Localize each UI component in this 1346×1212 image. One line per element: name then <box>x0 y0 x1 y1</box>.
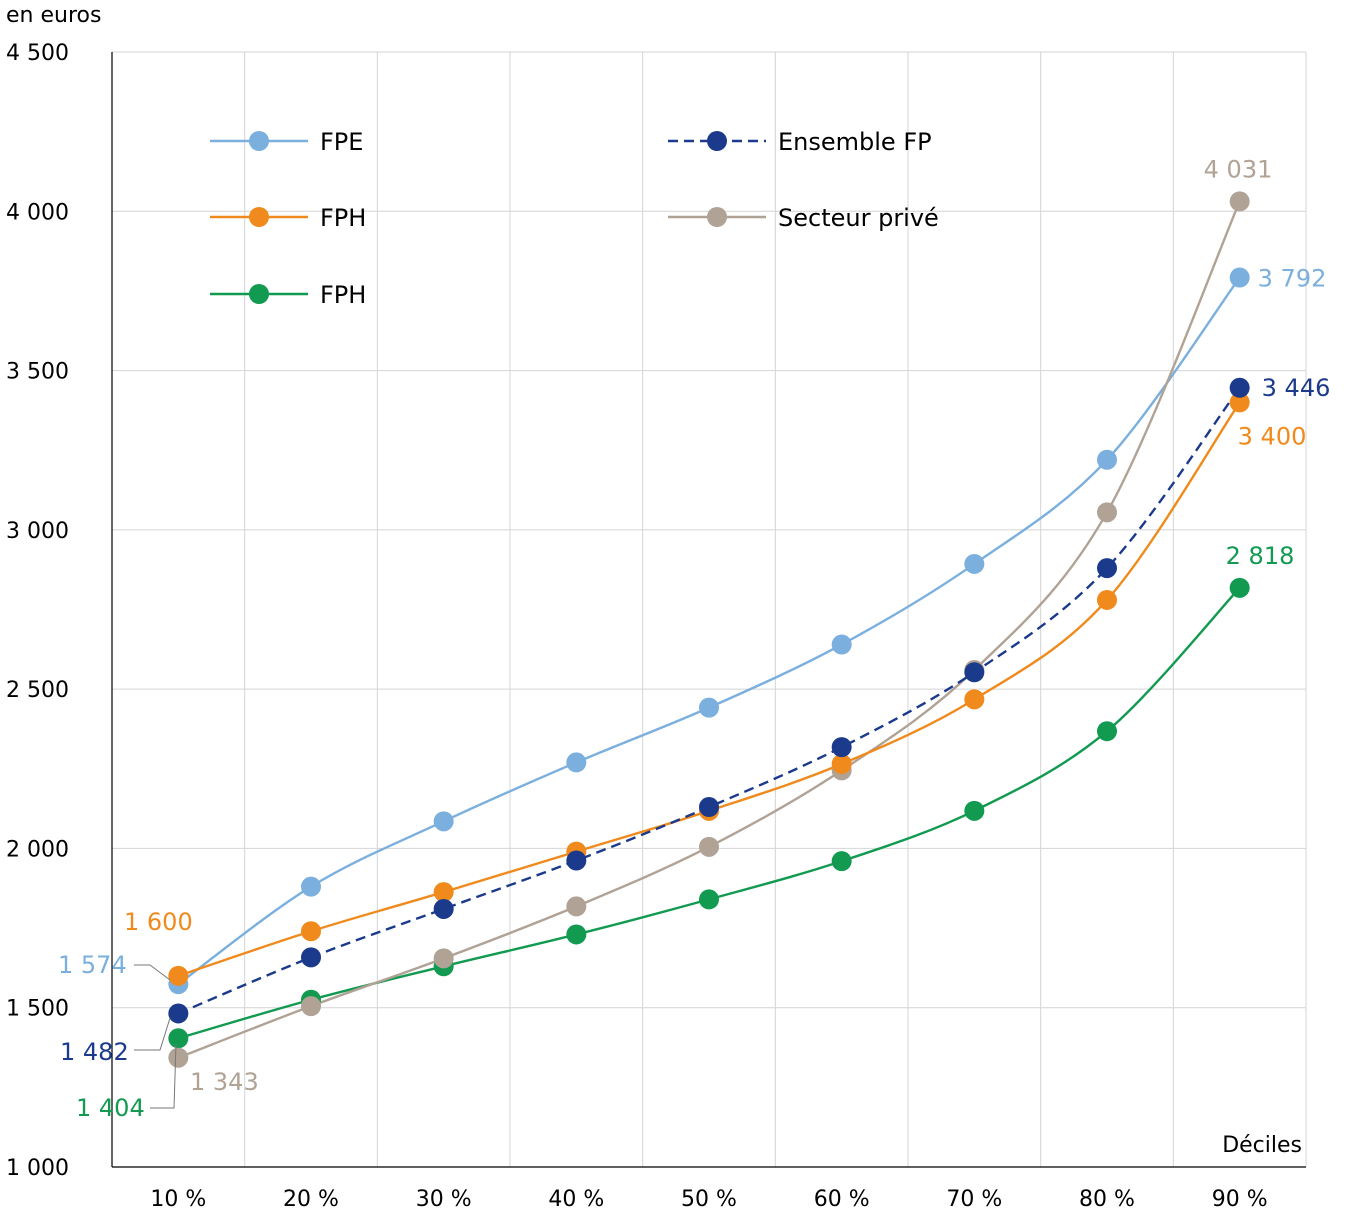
data-label: 4 031 <box>1204 155 1273 183</box>
data-point <box>566 752 587 773</box>
data-point <box>1229 267 1250 288</box>
data-point <box>1097 502 1117 523</box>
y-tick-label: 2 000 <box>6 837 69 862</box>
data-point <box>433 811 454 832</box>
data-point <box>831 634 852 655</box>
y-axis-label: en euros <box>6 3 101 28</box>
axes <box>111 52 1306 1168</box>
data-point <box>301 947 321 968</box>
leader-line <box>150 1043 177 1109</box>
data-point <box>168 1003 189 1024</box>
legend-item: Ensemble FP <box>668 128 932 156</box>
x-tick-label: 50 % <box>681 1187 737 1212</box>
data-label: 3 400 <box>1238 422 1307 450</box>
data-point <box>964 800 985 821</box>
series-line <box>177 401 1241 977</box>
data-point <box>831 754 852 775</box>
y-tick-label: 2 500 <box>6 678 69 703</box>
legend-item: FPE <box>210 128 363 156</box>
y-tick-label: 1 500 <box>6 997 69 1022</box>
data-label: 1 574 <box>58 951 127 979</box>
legend-marker <box>249 131 269 151</box>
x-tick-label: 10 % <box>150 1187 206 1212</box>
data-label: 1 482 <box>60 1038 129 1066</box>
series-line <box>177 276 1241 986</box>
data-point <box>1097 721 1117 742</box>
data-label: 1 600 <box>124 908 193 936</box>
x-tick-label: 60 % <box>814 1187 870 1212</box>
x-tick-label: 70 % <box>946 1187 1002 1212</box>
data-point <box>964 689 985 710</box>
legend-item: FPH <box>210 204 366 232</box>
data-point <box>168 1028 189 1049</box>
data-label: 3 792 <box>1258 265 1327 293</box>
data-point <box>566 850 587 871</box>
y-tick-label: 3 500 <box>6 360 69 385</box>
data-point <box>964 662 985 683</box>
data-point <box>1097 589 1117 610</box>
legend-marker <box>707 207 727 227</box>
series-lines <box>177 200 1241 1059</box>
leader-line <box>134 964 171 981</box>
legend-marker <box>249 207 269 227</box>
data-label: 3 446 <box>1262 374 1331 402</box>
data-point <box>433 948 454 969</box>
legend-item: Secteur privé <box>668 204 939 232</box>
y-tick-label: 4 500 <box>6 41 69 66</box>
data-point <box>433 898 454 919</box>
data-point <box>1097 449 1117 470</box>
legend-label: FPH <box>320 281 366 309</box>
x-tick-label: 90 % <box>1212 1187 1268 1212</box>
data-point <box>699 797 719 818</box>
x-tick-label: 40 % <box>548 1187 604 1212</box>
data-label: 1 343 <box>190 1068 259 1096</box>
data-point <box>1229 377 1250 398</box>
data-point <box>1229 577 1250 598</box>
legend: FPE FPH FPH Ensemble FP Secteur privé <box>210 128 939 309</box>
legend-marker <box>249 284 269 304</box>
data-point <box>301 921 321 942</box>
data-point <box>699 836 719 857</box>
data-point <box>168 1047 189 1068</box>
data-point <box>566 896 587 917</box>
data-point <box>1097 558 1117 579</box>
legend-label: FPH <box>320 204 366 232</box>
legend-marker <box>707 131 727 151</box>
data-point <box>964 553 985 574</box>
leader-line <box>134 1017 171 1051</box>
y-tick-label: 1 000 <box>6 1156 69 1181</box>
data-point <box>1229 191 1250 212</box>
data-point <box>1229 392 1250 413</box>
series-line <box>177 387 1241 1015</box>
legend-label: Ensemble FP <box>778 128 932 156</box>
data-point <box>566 924 587 945</box>
data-point <box>301 996 321 1017</box>
x-tick-label: 20 % <box>283 1187 339 1212</box>
data-point <box>433 882 454 903</box>
y-tick-label: 3 000 <box>6 519 69 544</box>
x-tick-label: 30 % <box>416 1187 472 1212</box>
tick-labels: 1 000 1 500 2 000 2 500 3 000 3 500 4 000 4 500… <box>6 41 1268 1212</box>
data-point <box>699 889 719 910</box>
x-tick-label: 80 % <box>1079 1187 1135 1212</box>
data-point <box>301 876 321 897</box>
data-labels: 3 792 3 446 3 400 2 818 4 031 1 600 1 574 1 482… <box>58 155 1330 1122</box>
data-point <box>831 737 852 758</box>
legend-label: Secteur privé <box>778 204 939 232</box>
data-point <box>831 851 852 872</box>
data-point <box>699 697 719 718</box>
data-point <box>168 965 189 986</box>
series-line <box>177 587 1241 1040</box>
data-label: 1 404 <box>76 1094 145 1122</box>
data-label: 2 818 <box>1226 542 1295 570</box>
series-line <box>177 200 1241 1059</box>
x-axis-label: Déciles <box>1222 1133 1302 1158</box>
legend-label: FPE <box>320 128 363 156</box>
y-tick-label: 4 000 <box>6 200 69 225</box>
legend-item: FPH <box>210 281 366 309</box>
series-points <box>168 191 1250 1068</box>
